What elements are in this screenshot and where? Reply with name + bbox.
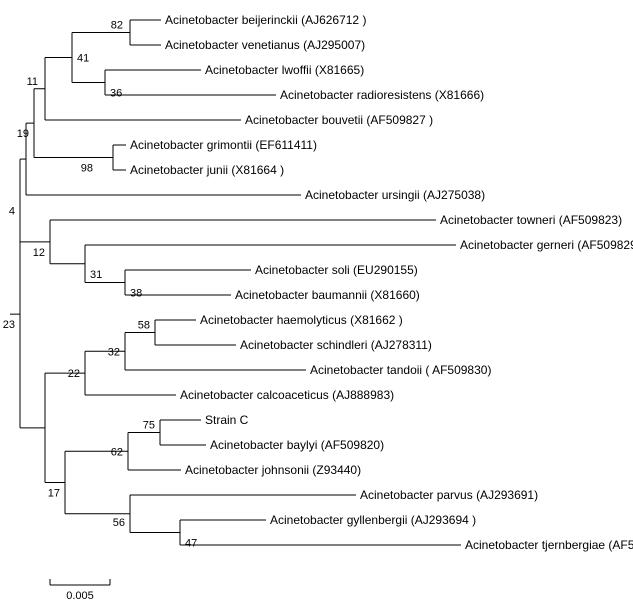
support-value: 75	[143, 420, 155, 432]
support-value: 4	[9, 205, 15, 217]
taxon-label: Acinetobacter venetianus (AJ295007)	[165, 38, 365, 52]
support-value: 17	[48, 488, 60, 500]
taxon-label: Acinetobacter lwoffii (X81665)	[205, 63, 364, 77]
support-value: 11	[27, 76, 38, 88]
taxon-label: Acinetobacter towneri (AF509823)	[440, 213, 622, 227]
taxon-label: Acinetobacter schindleri (AJ278311)	[240, 338, 432, 352]
support-value: 36	[110, 88, 122, 100]
taxon-label: Strain C	[205, 413, 249, 427]
support-value: 32	[108, 346, 120, 358]
support-value: 47	[185, 538, 197, 550]
support-value: 82	[111, 20, 123, 32]
support-value: 58	[138, 320, 150, 332]
taxon-label: Acinetobacter beijerinckii (AJ626712 )	[165, 13, 366, 27]
taxon-label: Acinetobacter parvus (AJ293691)	[360, 488, 538, 502]
taxon-label: Acinetobacter tandoii ( AF509830)	[310, 363, 491, 377]
taxon-label: Acinetobacter baumannii (X81660)	[235, 288, 420, 302]
support-value: 41	[77, 53, 89, 65]
taxon-label: Acinetobacter calcoaceticus (AJ888983)	[180, 388, 394, 402]
support-value: 19	[17, 128, 29, 140]
taxon-label: Acinetobacter gyllenbergii (AJ293694 )	[270, 513, 476, 527]
support-value: 12	[33, 247, 45, 259]
taxon-label: Acinetobacter haemolyticus (X81662 )	[200, 313, 403, 327]
taxon-label: Acinetobacter soli (EU290155)	[255, 263, 418, 277]
taxon-label: Acinetobacter bouvetii (AF509827 )	[245, 113, 433, 127]
taxon-label: Acinetobacter junii (X81664 )	[130, 163, 284, 177]
taxon-label: Acinetobacter johnsonii (Z93440)	[185, 463, 361, 477]
support-value: 22	[68, 368, 80, 380]
taxon-label: Acinetobacter tjernbergiae (AF50	[465, 538, 633, 552]
support-value: 23	[3, 319, 15, 331]
taxon-label: Acinetobacter radioresistens (X81666)	[280, 88, 484, 102]
taxon-label: Acinetobacter grimontii (EF611411)	[130, 138, 317, 152]
phylogenetic-tree: 82 36 41 11 98 19 38 31 12 4 58 32 22 75 62 47 56 17 23 Aci…	[0, 0, 633, 609]
support-value: 62	[111, 446, 123, 458]
scale-label: 0.005	[66, 590, 94, 602]
support-value: 38	[130, 288, 142, 300]
taxon-label: Acinetobacter ursingii (AJ275038)	[305, 188, 485, 202]
support-value: 56	[113, 517, 125, 529]
taxon-label: Acinetobacter baylyi (AF509820)	[210, 438, 384, 452]
taxon-label: Acinetobacter gerneri (AF509829	[460, 238, 633, 252]
support-value: 31	[90, 269, 102, 281]
support-value: 98	[81, 163, 93, 175]
